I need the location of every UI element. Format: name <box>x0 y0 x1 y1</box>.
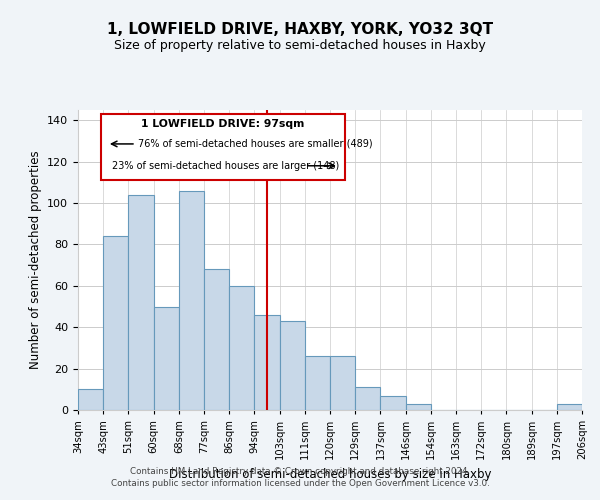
Bar <box>280 321 305 410</box>
Bar <box>557 404 582 410</box>
Text: 76% of semi-detached houses are smaller (489): 76% of semi-detached houses are smaller … <box>139 139 373 149</box>
X-axis label: Distribution of semi-detached houses by size in Haxby: Distribution of semi-detached houses by … <box>169 468 491 480</box>
FancyBboxPatch shape <box>101 114 345 180</box>
Text: 1 LOWFIELD DRIVE: 97sqm: 1 LOWFIELD DRIVE: 97sqm <box>141 120 305 130</box>
Bar <box>355 387 380 410</box>
Text: 1, LOWFIELD DRIVE, HAXBY, YORK, YO32 3QT: 1, LOWFIELD DRIVE, HAXBY, YORK, YO32 3QT <box>107 22 493 38</box>
Bar <box>204 270 229 410</box>
Text: 23% of semi-detached houses are larger (148): 23% of semi-detached houses are larger (… <box>112 161 339 171</box>
Text: Contains public sector information licensed under the Open Government Licence v3: Contains public sector information licen… <box>110 478 490 488</box>
Bar <box>406 404 431 410</box>
Bar <box>305 356 330 410</box>
Bar <box>78 390 103 410</box>
Text: Size of property relative to semi-detached houses in Haxby: Size of property relative to semi-detach… <box>114 39 486 52</box>
Y-axis label: Number of semi-detached properties: Number of semi-detached properties <box>29 150 41 370</box>
Bar <box>254 315 280 410</box>
Bar <box>154 306 179 410</box>
Bar <box>128 195 154 410</box>
Bar <box>103 236 128 410</box>
Text: Contains HM Land Registry data © Crown copyright and database right 2024.: Contains HM Land Registry data © Crown c… <box>130 467 470 476</box>
Bar <box>330 356 355 410</box>
Bar <box>380 396 406 410</box>
Bar <box>229 286 254 410</box>
Bar <box>179 190 204 410</box>
